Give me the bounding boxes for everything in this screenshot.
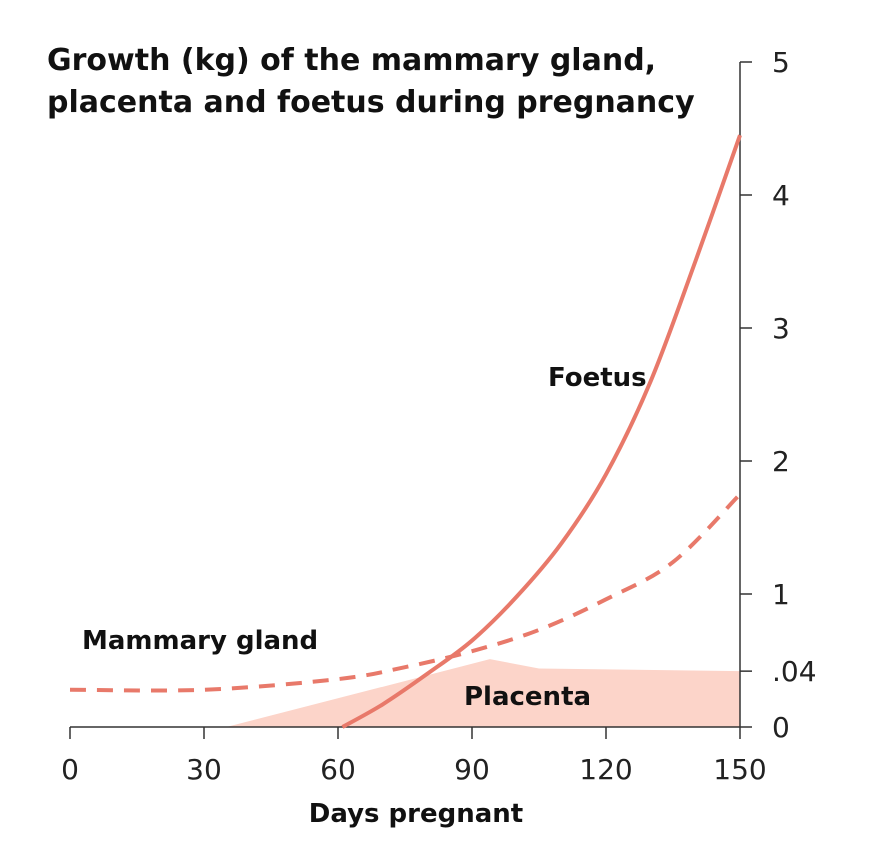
lines-layer [69,134,742,729]
x-tick-label: 150 [713,753,766,786]
x-tick-label: 30 [186,753,222,786]
chart-title-line-1: Growth (kg) of the mammary gland, [47,43,657,78]
chart-title: Growth (kg) of the mammary gland, placen… [47,40,727,124]
series-label-placenta: Placenta [464,682,591,712]
y-tick-label: 5 [772,46,790,79]
y-tick-label: 1 [772,578,790,611]
series-line-foetus [341,134,742,729]
y-tick-label: 3 [772,312,790,345]
y-tick-label: 4 [772,179,790,212]
y-tick-label: .04 [772,655,817,688]
x-tick-label: 120 [579,753,632,786]
series-line-mammary-gland [69,492,742,693]
series-label-mammary-gland: Mammary gland [82,626,318,656]
series-area-placenta [226,659,741,727]
chart-title-line-2: placenta and foetus during pregnancy [47,85,695,120]
x-tick-label: 90 [454,753,490,786]
x-axis-title: Days pregnant [309,799,523,829]
x-tick-label: 0 [61,753,79,786]
y-tick-label: 2 [772,445,790,478]
labels-layer: Mammary gland Foetus Placenta Days pregn… [82,363,647,829]
area-layer [226,659,741,727]
series-label-foetus: Foetus [548,363,647,393]
y-tick-label: 0 [772,711,790,744]
x-tick-label: 60 [320,753,356,786]
